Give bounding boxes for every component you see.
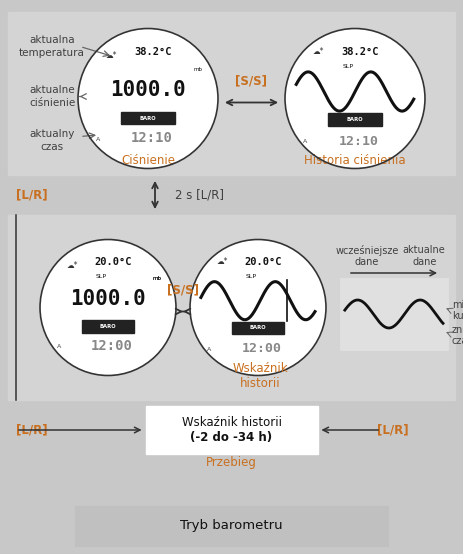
Text: 1000.0: 1000.0	[70, 289, 146, 309]
FancyBboxPatch shape	[232, 322, 284, 334]
Text: 12:10: 12:10	[131, 131, 172, 145]
Text: aktualna
temperatura: aktualna temperatura	[19, 35, 85, 58]
Text: migający
kursor: migający kursor	[452, 300, 463, 321]
Text: 12:00: 12:00	[90, 339, 132, 353]
Text: Ciśnienie: Ciśnienie	[121, 154, 175, 167]
Text: A: A	[302, 140, 307, 145]
Text: [S/S]: [S/S]	[167, 283, 199, 296]
FancyBboxPatch shape	[340, 278, 448, 350]
FancyBboxPatch shape	[8, 215, 455, 400]
Text: aktualny
czas: aktualny czas	[29, 129, 75, 152]
FancyBboxPatch shape	[121, 112, 175, 125]
Text: aktualne
ciśnienie: aktualne ciśnienie	[29, 85, 75, 107]
Text: Wskaźnik
historii: Wskaźnik historii	[232, 362, 288, 390]
Circle shape	[78, 28, 218, 168]
Text: A: A	[95, 137, 100, 142]
Text: mb: mb	[152, 276, 162, 281]
Text: 20.0°C: 20.0°C	[244, 257, 282, 267]
Text: SLP: SLP	[246, 274, 257, 279]
Text: [L/R]: [L/R]	[377, 423, 409, 437]
Text: znacznik
czasu: znacznik czasu	[452, 325, 463, 346]
Text: 38.2°C: 38.2°C	[341, 47, 379, 57]
Text: ☁*: ☁*	[217, 258, 228, 266]
Text: Tryb barometru: Tryb barometru	[180, 520, 283, 532]
Circle shape	[285, 28, 425, 168]
Text: [L/R]: [L/R]	[16, 423, 48, 437]
Text: 38.2°C: 38.2°C	[134, 47, 172, 57]
Text: Przebieg: Przebieg	[206, 456, 257, 469]
Text: ☁*: ☁*	[313, 47, 325, 56]
Text: [S/S]: [S/S]	[236, 74, 268, 87]
Text: A: A	[207, 347, 211, 352]
Text: Wskaźnik historii: Wskaźnik historii	[181, 417, 282, 429]
Text: 12:00: 12:00	[241, 342, 282, 356]
FancyBboxPatch shape	[145, 406, 318, 454]
Text: ☁*: ☁*	[106, 50, 117, 60]
Text: ☁*: ☁*	[67, 261, 78, 270]
FancyBboxPatch shape	[328, 113, 382, 126]
Text: mb: mb	[194, 66, 203, 71]
Text: BARO: BARO	[100, 324, 116, 329]
Circle shape	[40, 239, 176, 376]
Text: SLP: SLP	[96, 274, 106, 279]
Text: aktualne
dane: aktualne dane	[403, 245, 445, 267]
Text: 2 s [L/R]: 2 s [L/R]	[175, 188, 224, 202]
Text: 1000.0: 1000.0	[110, 80, 186, 100]
Text: 20.0°C: 20.0°C	[94, 257, 131, 267]
Text: [L/R]: [L/R]	[16, 188, 48, 202]
Text: BARO: BARO	[347, 117, 363, 122]
Text: SLP: SLP	[343, 64, 353, 69]
Circle shape	[190, 239, 326, 376]
Text: (-2 do -34 h): (-2 do -34 h)	[190, 432, 273, 444]
Text: Historia ciśnienia: Historia ciśnienia	[304, 154, 406, 167]
Text: BARO: BARO	[140, 116, 156, 121]
Text: 12:10: 12:10	[338, 135, 378, 148]
Text: mb: mb	[152, 276, 162, 281]
FancyBboxPatch shape	[82, 320, 134, 332]
Text: wcześniejsze
dane: wcześniejsze dane	[335, 245, 399, 267]
Text: A: A	[57, 345, 61, 350]
FancyBboxPatch shape	[8, 12, 455, 175]
FancyBboxPatch shape	[75, 506, 388, 546]
Text: BARO: BARO	[250, 325, 266, 330]
